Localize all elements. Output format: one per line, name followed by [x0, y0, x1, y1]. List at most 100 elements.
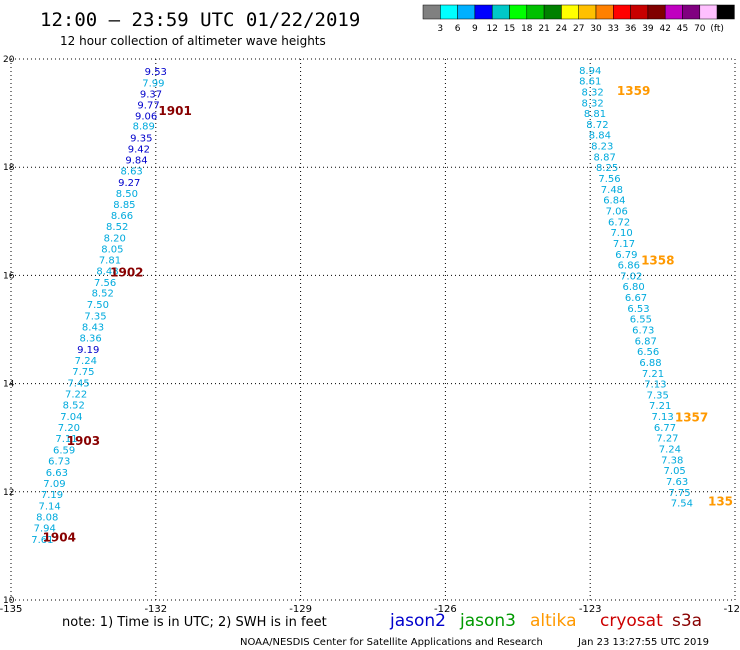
wave-height-value: 9.27	[118, 178, 140, 189]
y-axis-ticks: 10 12 14 16 18 20	[3, 55, 15, 606]
color-scale-label: 21	[538, 24, 549, 34]
color-swatch	[595, 4, 614, 20]
wave-height-value: 6.80	[623, 282, 645, 293]
wave-height-value: 6.84	[603, 196, 625, 207]
wave-height-value: 7.17	[613, 239, 635, 250]
color-scale-legend: 3 6 9 12 15 18 21 24 27 30 33 36 39 42 45 70 (ft)	[422, 4, 735, 34]
wave-height-value: 8.61	[579, 77, 601, 88]
color-scale-label: 70	[694, 24, 706, 34]
wave-height-value: 7.63	[666, 477, 688, 488]
color-swatch	[440, 4, 458, 20]
color-scale-label: 42	[659, 24, 670, 34]
footer-note: note: 1) Time is in UTC; 2) SWH is in fe…	[62, 615, 327, 630]
page-title: 12:00 — 23:59 UTC 01/22/2019	[40, 9, 360, 31]
wave-height-value: 7.13	[644, 380, 666, 391]
wave-height-value: 9.06	[135, 111, 157, 122]
wave-height-value: 6.86	[618, 261, 640, 272]
grid-lines	[10, 58, 736, 601]
y-tick-label: 14	[3, 380, 15, 390]
color-swatch	[613, 4, 631, 20]
color-scale-label: 12	[486, 24, 497, 34]
satellite-label-s3a: s3a	[672, 611, 702, 631]
x-tick-label: -132	[144, 604, 167, 615]
color-scale-label: 9	[472, 24, 478, 34]
wave-height-value: 6.73	[632, 326, 654, 337]
wave-height-value: 6.73	[48, 456, 70, 467]
wave-height-value: 7.38	[661, 455, 683, 466]
wave-height-value: 8.52	[63, 401, 85, 412]
wave-height-value: 6.77	[654, 423, 676, 434]
wave-height-value: 8.23	[591, 142, 613, 153]
wave-height-value: 7.14	[38, 501, 60, 512]
satellite-label-jason2: jason2	[389, 611, 446, 631]
wave-height-value: 7.19	[41, 490, 63, 501]
color-scale-label: 30	[590, 24, 602, 34]
wave-height-value: 6.56	[637, 347, 659, 358]
color-scale-label: 18	[521, 24, 533, 34]
wave-height-value: 8.36	[80, 334, 102, 345]
wave-height-value: 7.75	[72, 367, 94, 378]
wave-height-value: 7.11	[55, 434, 77, 445]
wave-height-value: 7.10	[610, 228, 632, 239]
color-scale-label: 27	[573, 24, 584, 34]
color-scale-label: 39	[642, 24, 654, 34]
color-scale-label: 45	[677, 24, 688, 34]
wave-height-value: 7.35	[84, 311, 106, 322]
wave-height-value: 8.50	[116, 189, 138, 200]
color-scale-label: 36	[625, 24, 637, 34]
x-tick-label: -123	[579, 604, 602, 615]
time-label: 1902	[110, 266, 143, 280]
satellite-legend: jason2 jason3 altika cryosat s3a	[389, 611, 702, 631]
color-scale-label: 3	[437, 24, 443, 34]
time-label: 1357	[675, 411, 708, 425]
wave-height-value: 6.79	[615, 250, 637, 261]
wave-height-value: 8.05	[101, 244, 123, 255]
wave-height-value: 7.45	[67, 379, 89, 390]
wave-height-value: 9.35	[130, 133, 152, 144]
wave-height-value: 6.63	[46, 468, 68, 479]
wave-height-value: 7.56	[598, 174, 620, 185]
wave-height-value: 7.05	[664, 466, 686, 477]
x-tick-label: -126	[434, 604, 457, 615]
wave-height-value: 8.72	[586, 120, 608, 131]
wave-height-value: 7.06	[606, 206, 628, 217]
wave-height-value: 7.54	[671, 499, 693, 510]
wave-height-value: 6.87	[635, 336, 657, 347]
wave-height-value: 8.08	[36, 513, 58, 524]
wave-height-value: 7.35	[647, 390, 669, 401]
wave-height-value: 9.19	[77, 345, 99, 356]
time-label: 135	[708, 494, 733, 508]
wave-height-value: 9.84	[125, 156, 147, 167]
wave-height-value: 9.53	[145, 67, 167, 78]
time-label: 1359	[617, 84, 650, 98]
color-swatch	[474, 4, 493, 20]
wave-height-value: 8.63	[121, 166, 143, 177]
wave-height-value: 8.66	[111, 211, 133, 222]
satellite-label-altika: altika	[530, 611, 577, 631]
color-scale-label: 15	[504, 24, 515, 34]
color-swatch	[509, 4, 528, 20]
footer-timestamp: Jan 23 13:27:55 UTC 2019	[577, 637, 709, 648]
wave-height-value: 8.48	[96, 267, 118, 278]
wave-height-value: 8.43	[82, 322, 104, 333]
wave-height-value: 7.48	[601, 185, 623, 196]
wave-height-value: 7.21	[642, 369, 664, 380]
wave-height-value: 8.89	[133, 122, 155, 133]
wave-height-value: 7.09	[43, 479, 65, 490]
wave-height-value: 7.24	[659, 445, 681, 456]
wave-height-value: 8.84	[589, 131, 611, 142]
color-swatch	[647, 4, 666, 20]
time-label: 1358	[641, 254, 674, 268]
wave-height-value: 6.67	[625, 293, 647, 304]
color-swatch	[716, 4, 735, 20]
wave-height-value: 9.42	[128, 144, 150, 155]
wave-height-value: 7.21	[649, 401, 671, 412]
wave-height-value: 7.99	[142, 78, 164, 89]
color-swatch	[630, 4, 649, 20]
x-axis-ticks: -135 -132 -129 -126 -123 -120	[0, 604, 740, 615]
color-swatch	[578, 4, 597, 20]
y-tick-label: 10	[3, 596, 15, 606]
color-swatch	[699, 4, 718, 20]
